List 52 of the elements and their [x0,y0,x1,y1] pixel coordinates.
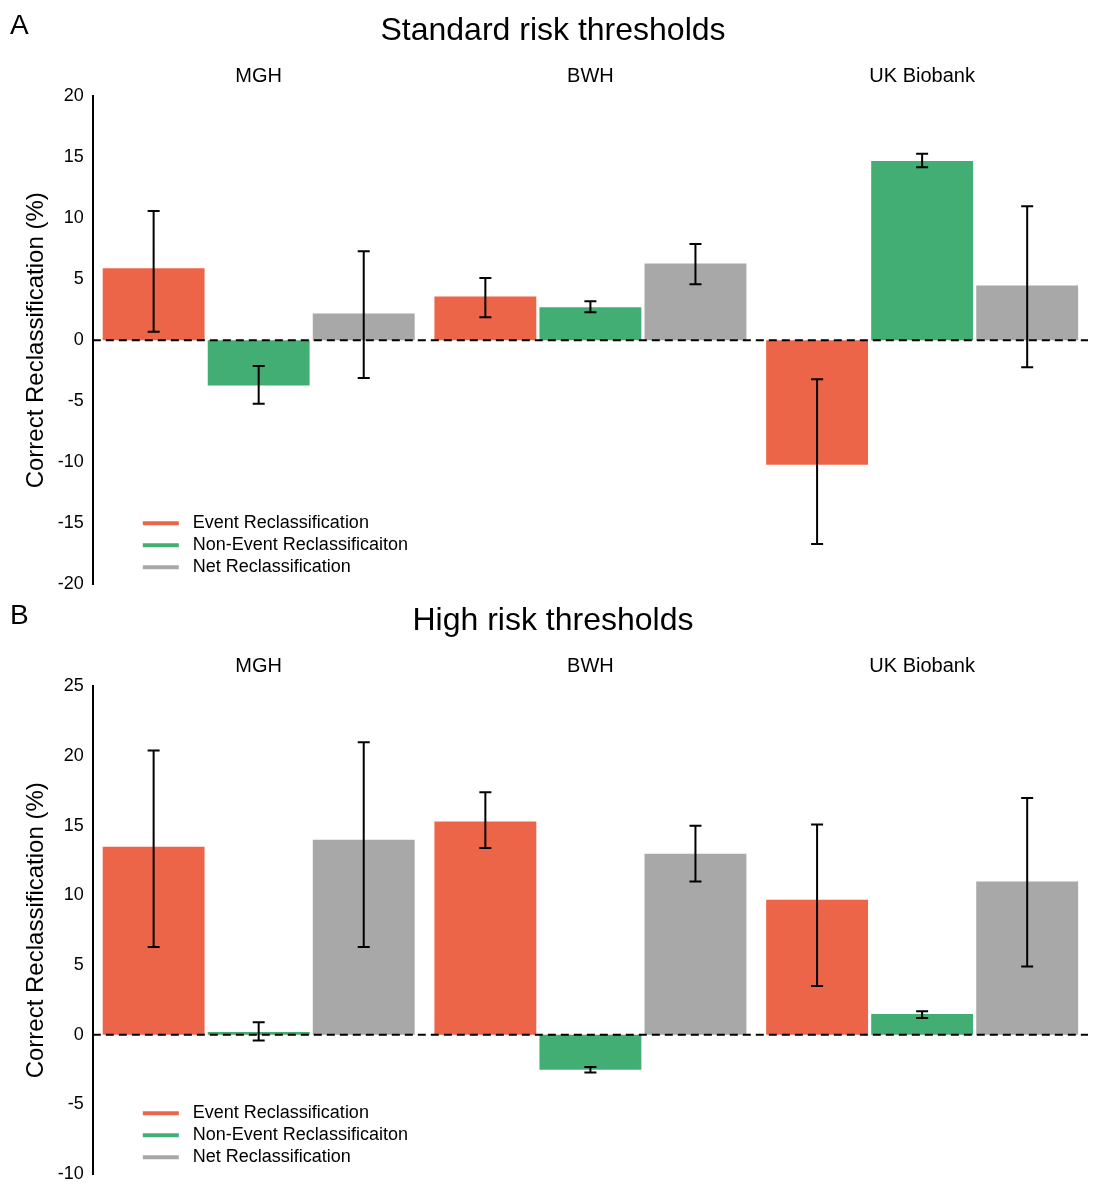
legend-label: Net Reclassification [192,556,351,577]
y-tick-label: -5 [67,390,84,411]
legend-label: Non-Event Reclassificaiton [192,534,408,555]
bar [766,899,869,1035]
bar [644,853,747,1035]
y-tick-label: 10 [63,884,84,905]
y-tick-label: -10 [57,1163,84,1184]
chart-title: Standard risk thresholds [380,11,726,48]
bar [434,821,537,1035]
bar [102,268,205,341]
legend-label: Event Reclassification [192,1102,369,1123]
y-tick-label: 5 [73,954,84,975]
x-tick-label: UK Biobank [869,653,976,676]
legend-label: Net Reclassification [192,1146,351,1167]
y-tick-label: -5 [67,1093,84,1114]
y-tick-label: 20 [63,85,84,106]
y-tick-label: -20 [57,573,84,594]
y-tick-label: -15 [57,512,84,533]
bar [871,161,974,341]
bar [539,307,642,341]
chart-title: High risk thresholds [412,601,694,638]
x-tick-label: BWH [567,63,614,86]
bar [312,839,415,1035]
bar [871,1013,974,1035]
y-tick-label: 20 [63,745,84,766]
y-tick-label: 5 [73,268,84,289]
bar [207,340,310,386]
x-tick-label: MGH [235,653,283,676]
bar [644,263,747,341]
y-tick-label: 25 [63,675,84,696]
x-tick-label: BWH [567,653,614,676]
bar [766,340,869,465]
legend-label: Non-Event Reclassificaiton [192,1124,408,1145]
x-tick-label: MGH [235,63,283,86]
bar [539,1034,642,1070]
y-axis-title: Correct Reclassification (%) [21,782,49,1079]
y-tick-label: 15 [63,814,84,835]
bar [102,846,205,1035]
bar [976,285,1079,341]
y-tick-label: -10 [57,451,84,472]
legend-label: Event Reclassification [192,512,369,533]
y-tick-label: 15 [63,146,84,167]
bar [976,881,1079,1035]
bar [312,313,415,341]
x-tick-label: UK Biobank [869,63,976,86]
bar [434,296,537,341]
text: A [10,8,29,40]
y-tick-label: 0 [73,329,84,350]
text: B [10,598,29,630]
y-tick-label: 10 [63,207,84,228]
y-tick-label: 0 [73,1023,84,1044]
y-axis-title: Correct Reclassification (%) [21,192,49,489]
